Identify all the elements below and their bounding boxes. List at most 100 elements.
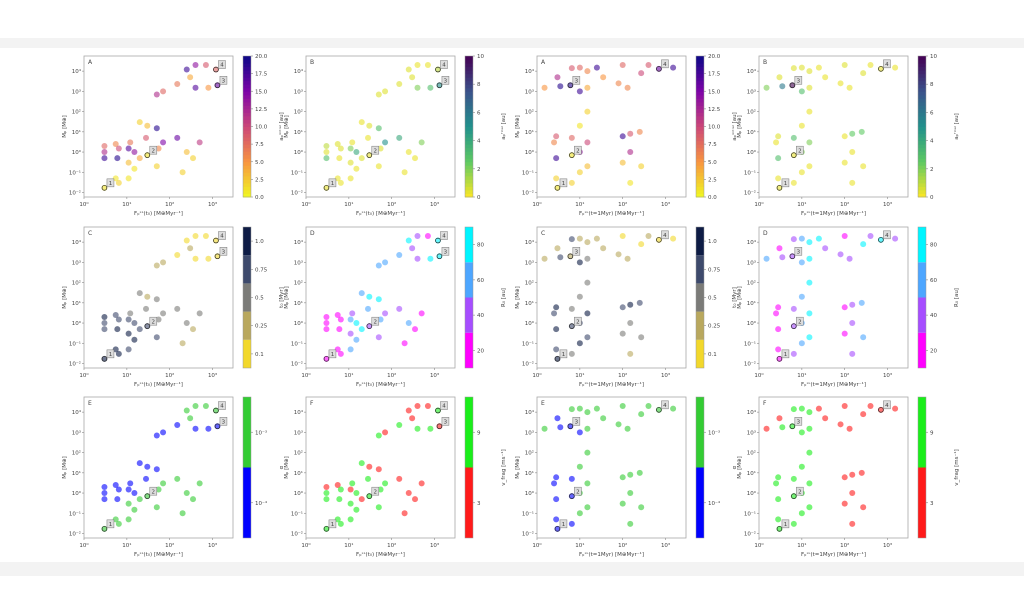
data-point xyxy=(143,305,150,312)
data-point xyxy=(358,326,365,333)
x-tick-label: 10¹ xyxy=(797,372,806,379)
data-point xyxy=(619,62,626,69)
highlighted-point xyxy=(101,185,108,191)
y-tick-label: 10⁻¹ xyxy=(522,510,534,517)
highlighted-point xyxy=(213,237,219,244)
colorbar-segment xyxy=(243,175,251,180)
colorbar-segment xyxy=(243,63,251,68)
data-point xyxy=(627,301,634,308)
data-point xyxy=(775,133,782,140)
colorbar-label: t₀ [Myr] xyxy=(279,287,285,308)
colorbar-bin xyxy=(696,255,704,284)
colorbar-tick-label: 10.0 xyxy=(708,125,721,131)
colorbar-tick-label: 40 xyxy=(477,313,484,319)
x-tick-label: 10² xyxy=(165,372,174,379)
colorbar-segment xyxy=(696,91,704,96)
data-point xyxy=(806,279,813,286)
data-point xyxy=(877,406,884,413)
data-point xyxy=(841,500,848,507)
panel-right-e: E 10⁰ 10¹ 10² 10³ 10⁻² 10⁻¹ 10⁰ 10¹ 10² 10³ 10⁴ Fₚˢᴸ… xyxy=(515,396,738,558)
data-point xyxy=(554,525,561,532)
data-point xyxy=(584,279,591,286)
data-point xyxy=(554,355,561,362)
highlighted-point xyxy=(435,407,441,414)
x-tick-label: 10⁰ xyxy=(754,372,764,379)
data-point xyxy=(892,235,899,242)
colorbar-tick-label: 10⁻³ xyxy=(708,429,720,436)
panel-letter: D xyxy=(310,230,315,237)
data-point xyxy=(160,139,167,146)
colorbar-tick-label: 7.5 xyxy=(708,142,717,148)
y-tick-label: 10³ xyxy=(747,429,756,436)
colorbar: 0.0 2.5 5.0 7.5 10.0 12.5 15.0 17.5 20.0 aₚⁱⁿⁱᵗⁱᵃ… xyxy=(695,54,738,201)
y-tick-label: 10⁻¹ xyxy=(744,169,756,176)
data-point xyxy=(347,330,354,337)
data-point xyxy=(396,81,403,88)
highlighted-point xyxy=(656,237,662,243)
highlighted-point xyxy=(144,323,151,329)
colorbar-segment xyxy=(243,70,251,75)
colorbar-tick-label: 8 xyxy=(477,82,481,88)
data-point xyxy=(576,429,583,436)
data-point xyxy=(192,255,199,262)
data-point xyxy=(353,320,360,327)
data-point xyxy=(790,236,797,243)
colorbar-segment xyxy=(243,59,251,64)
marker-label-box xyxy=(106,519,115,529)
y-tick-label: 10⁰ xyxy=(72,149,82,156)
y-tick-label: 10⁻² xyxy=(69,361,81,368)
colorbar-tick-label: 0.5 xyxy=(255,296,264,302)
data-point xyxy=(414,62,421,69)
colorbar-tick-label: 60 xyxy=(930,278,937,284)
colorbar-segment xyxy=(696,186,704,191)
colorbar-bin xyxy=(243,283,251,312)
colorbar-segment xyxy=(696,80,704,85)
data-point xyxy=(846,84,853,91)
data-point xyxy=(806,84,813,91)
x-axis-label: Fₚˢᴸ(t=1Myr) [M⊕Myr⁻¹] xyxy=(579,210,644,217)
data-point xyxy=(553,346,560,353)
colorbar-tick-label: 4 xyxy=(477,139,481,145)
data-point xyxy=(144,323,151,330)
colorbar: 0.1 0.25 0.5 0.75 1.0 t₀ [Myr] xyxy=(695,226,738,369)
marker-label-box xyxy=(219,247,228,256)
data-point xyxy=(867,403,874,410)
colorbar-tick-label: 3 xyxy=(930,501,934,507)
data-point xyxy=(867,233,874,240)
y-tick-label: 10⁻¹ xyxy=(522,340,534,347)
data-point xyxy=(131,165,138,172)
marker-label: 1 xyxy=(331,522,335,528)
colorbar-tick-label: 9 xyxy=(477,430,481,436)
marker-label: 3 xyxy=(575,419,579,425)
data-point xyxy=(382,139,389,146)
data-point xyxy=(205,425,212,432)
colorbar-frame xyxy=(242,396,252,539)
data-point xyxy=(405,407,412,414)
data-point xyxy=(127,139,134,146)
data-point xyxy=(553,304,560,311)
data-point xyxy=(153,296,160,303)
marker-label-box xyxy=(149,316,158,326)
colorbar-tick-label: 2.5 xyxy=(255,177,264,183)
colorbar-tick-label: 4 xyxy=(930,139,934,145)
x-tick-label: 10² xyxy=(165,201,174,208)
colorbar-bin xyxy=(696,339,704,368)
data-point xyxy=(775,304,782,311)
marker-label-box xyxy=(572,76,581,85)
colorbar-tick-label: 40 xyxy=(930,313,937,319)
marker-label: 1 xyxy=(331,181,335,187)
colorbar-segment xyxy=(243,112,251,117)
colorbar-tick-label: 2.5 xyxy=(708,177,717,183)
x-tick-label: 10⁰ xyxy=(79,201,89,208)
colorbar: 0 2 4 6 8 10 aₚᶠⁱⁿᵃˡ [au] xyxy=(917,54,960,201)
data-point xyxy=(849,179,856,186)
data-point xyxy=(349,139,356,146)
marker-label-box xyxy=(796,316,804,326)
y-tick-label: 10⁴ xyxy=(525,68,535,75)
colorbar-segment xyxy=(243,77,251,82)
y-tick-label: 10³ xyxy=(747,259,756,266)
x-tick-label: 10¹ xyxy=(575,201,584,208)
data-point xyxy=(627,490,634,497)
data-point xyxy=(409,74,416,81)
data-point xyxy=(541,425,548,432)
